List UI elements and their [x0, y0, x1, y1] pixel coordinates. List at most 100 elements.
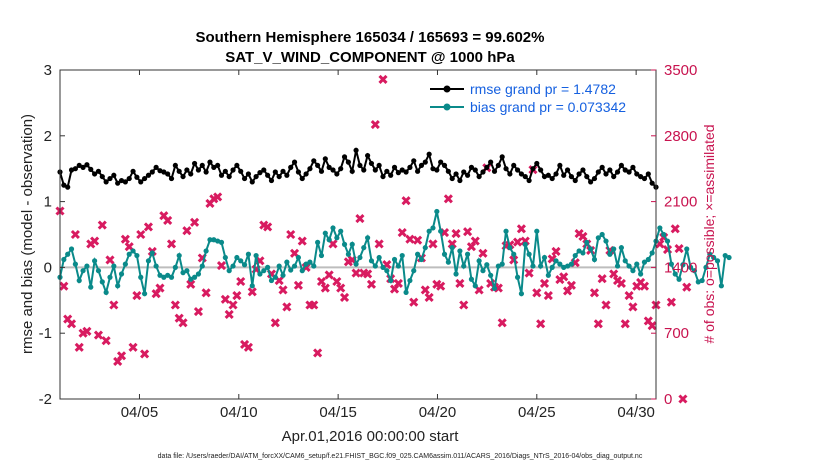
- bias-point: [526, 251, 532, 257]
- obs-assimilated-marker: [601, 300, 611, 310]
- rmse-point: [130, 168, 136, 174]
- y-tick-label-left: 3: [44, 62, 52, 79]
- rmse-point: [253, 173, 259, 180]
- bias-point: [553, 258, 559, 264]
- rmse-point: [341, 154, 348, 160]
- obs-assimilated-marker: [524, 268, 534, 278]
- rmse-point: [315, 162, 321, 169]
- rmse-point: [445, 168, 451, 174]
- rmse-point: [276, 173, 282, 180]
- y-tick-label-left: -1: [39, 325, 52, 342]
- obs-assimilated-marker: [128, 342, 138, 352]
- obs-assimilated-marker: [366, 279, 377, 289]
- bias-point: [276, 263, 282, 269]
- bias-point: [365, 235, 371, 241]
- obs-assimilated-marker: [620, 319, 630, 329]
- rmse-point: [484, 164, 490, 170]
- bias-point: [330, 225, 336, 231]
- rmse-point: [249, 179, 255, 185]
- rmse-point: [103, 179, 109, 185]
- rmse-point: [307, 166, 313, 172]
- rmse-point: [65, 184, 71, 190]
- rmse-point: [499, 154, 505, 160]
- bias-point: [172, 264, 178, 270]
- rmse-point: [468, 164, 475, 170]
- bias-point: [149, 250, 155, 256]
- rmse-point: [95, 168, 102, 174]
- bias-point: [222, 254, 228, 261]
- obs-assimilated-marker: [639, 281, 650, 291]
- rmse-point: [345, 159, 351, 165]
- rmse-point: [388, 172, 394, 178]
- bias-point: [338, 228, 344, 234]
- obs-assimilated-marker: [397, 228, 407, 238]
- y-tick-label-left: 0: [44, 259, 52, 276]
- obs-assimilated-marker: [278, 285, 288, 295]
- obs-assimilated-marker: [90, 236, 100, 246]
- bias-point: [268, 277, 275, 284]
- data-file-footnote: data file: /Users/raeder/DAI/ATM_forcXX/…: [158, 453, 643, 460]
- rmse-point: [591, 175, 598, 182]
- rmse-point: [161, 169, 167, 175]
- rmse-point: [464, 172, 471, 178]
- obs-assimilated-marker: [216, 260, 227, 271]
- rmse-point: [645, 171, 651, 177]
- bias-point: [584, 239, 590, 245]
- bias-point: [92, 258, 98, 264]
- obs-assimilated-marker: [166, 239, 177, 249]
- obs-assimilated-marker: [455, 278, 465, 288]
- rmse-point: [361, 167, 367, 173]
- obs-assimilated-marker: [401, 196, 411, 206]
- rmse-point: [80, 164, 86, 170]
- y-tick-label-left: 1: [44, 194, 52, 211]
- rmse-point: [638, 173, 644, 180]
- bias-point: [80, 268, 86, 274]
- obs-assimilated-marker: [170, 300, 180, 310]
- bias-point: [188, 276, 194, 282]
- rmse-point: [349, 168, 355, 174]
- bias-point: [261, 268, 267, 274]
- bias-point: [411, 268, 417, 274]
- rmse-point: [145, 172, 152, 178]
- rmse-point: [230, 167, 236, 173]
- obs-assimilated-marker: [332, 276, 342, 287]
- rmse-point: [318, 168, 325, 174]
- bias-point: [111, 263, 117, 269]
- bias-point: [122, 261, 128, 267]
- bias-point: [503, 228, 509, 234]
- rmse-point: [576, 171, 582, 177]
- rmse-point: [188, 171, 194, 177]
- rmse-point: [234, 162, 240, 169]
- bias-point: [434, 208, 440, 215]
- rmse-point: [203, 169, 209, 175]
- obs-assimilated-marker: [678, 394, 688, 404]
- bias-point: [161, 274, 167, 280]
- rmse-point: [614, 169, 621, 175]
- bias-point: [272, 274, 278, 280]
- obs-assimilated-marker: [224, 309, 234, 319]
- bias-point: [384, 268, 390, 274]
- rmse-point: [530, 166, 536, 172]
- plot-background: [60, 70, 656, 399]
- bias-point: [545, 272, 551, 278]
- bias-point: [315, 239, 321, 245]
- obs-assimilated-marker: [316, 276, 327, 287]
- rmse-point: [561, 172, 567, 178]
- rmse-point: [395, 170, 401, 176]
- rmse-point: [599, 164, 605, 170]
- obs-assimilated-marker: [682, 282, 692, 292]
- obs-assimilated-marker: [478, 248, 488, 258]
- rmse-point: [218, 172, 225, 178]
- obs-assimilated-marker: [597, 274, 607, 284]
- bias-point: [422, 245, 428, 251]
- bias-point: [176, 252, 182, 259]
- obs-assimilated-marker: [93, 330, 104, 340]
- rmse-point: [195, 167, 202, 173]
- bias-point: [438, 228, 444, 234]
- obs-assimilated-marker: [566, 280, 576, 290]
- obs-assimilated-marker: [543, 291, 553, 301]
- x-tick-label: 04/30: [617, 404, 655, 421]
- bias-point: [322, 230, 328, 236]
- bias-point: [464, 251, 471, 257]
- rmse-point: [357, 162, 363, 169]
